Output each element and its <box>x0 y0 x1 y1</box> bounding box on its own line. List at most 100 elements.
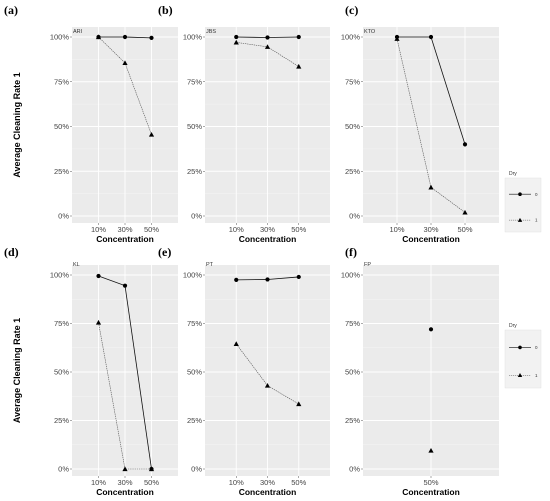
data-point-triangle <box>296 63 302 69</box>
y-tick-label: 25% <box>54 167 69 176</box>
x-tick-label: 50% <box>144 478 159 487</box>
legend-key-triangle <box>517 373 523 377</box>
y-tick-label: 25% <box>187 416 202 425</box>
legend-label: 0 <box>535 192 538 197</box>
series-line-1 <box>98 36 152 135</box>
x-tick-label: 50% <box>291 225 306 234</box>
y-tick-label: 50% <box>187 122 202 131</box>
y-tick-label: 50% <box>187 368 202 377</box>
y-tick-label: 100% <box>183 33 203 42</box>
legend-box <box>504 177 542 233</box>
y-tick-label: 0% <box>58 212 69 221</box>
data-point-circle <box>428 34 434 40</box>
facet-label: PT <box>206 262 214 268</box>
chart-panel-2: (b) 0% 25% 50% 75% 100% 10% 30% 50% JBS Concentrat… <box>158 3 330 244</box>
legend-box <box>504 329 542 389</box>
x-axis-label: Concentration <box>402 234 460 244</box>
x-tick-label: 10% <box>91 478 106 487</box>
data-point-triangle <box>148 131 155 137</box>
x-tick-label: 30% <box>423 225 438 234</box>
data-point-circle <box>265 277 270 282</box>
y-tick-label: 0% <box>191 465 202 474</box>
data-point-circle <box>462 142 468 147</box>
data-point-triangle <box>95 34 102 40</box>
data-point-triangle <box>428 447 434 453</box>
panel-letter: (a) <box>4 3 18 17</box>
data-point-circle <box>296 274 301 280</box>
legend: Dry 0 1 <box>504 323 542 389</box>
y-tick-label: 75% <box>345 319 360 328</box>
y-tick-label: 0% <box>349 212 360 221</box>
data-point-triangle <box>428 184 434 190</box>
y-tick-label: 75% <box>54 319 69 328</box>
legend-title: Dry <box>509 323 517 329</box>
data-point-circle <box>265 35 270 40</box>
x-tick-label: 50% <box>423 478 438 487</box>
y-tick-label: 100% <box>50 33 70 42</box>
panel-letter: (d) <box>4 245 19 259</box>
legend: Dry 0 1 <box>504 171 542 233</box>
legend-title: Dry <box>509 171 517 177</box>
y-tick-label: 75% <box>345 77 360 86</box>
data-point-triangle <box>296 401 302 407</box>
x-axis-label: Concentration <box>239 234 297 244</box>
x-tick-label: 30% <box>260 478 275 487</box>
y-tick-label: 25% <box>54 416 69 425</box>
x-axis-label: Concentration <box>402 487 460 497</box>
panel-letter: (c) <box>345 3 358 17</box>
y-tick-label: 75% <box>187 77 202 86</box>
legend-key-triangle <box>517 217 523 222</box>
y-tick-label: 25% <box>345 416 360 425</box>
data-point-triangle <box>394 36 400 41</box>
y-tick-label: 25% <box>187 167 202 176</box>
y-tick-label: 50% <box>54 368 69 377</box>
y-tick-label: 100% <box>50 271 70 280</box>
data-point-triangle <box>122 466 128 472</box>
x-tick-label: 30% <box>260 225 275 234</box>
x-tick-label: 50% <box>144 225 159 234</box>
data-point-circle <box>428 327 434 332</box>
facet-label: FP <box>364 262 371 268</box>
series-line-1 <box>98 322 152 470</box>
legend-key-circle <box>518 192 522 196</box>
data-point-circle <box>149 35 154 40</box>
facet-label: ARI <box>73 29 83 35</box>
chart-panel-5: (e) 0% 25% 50% 75% 100% 10% 30% 50% PT Concentrati… <box>158 245 330 497</box>
x-tick-label: 50% <box>291 478 306 487</box>
legend-label: 1 <box>535 373 538 378</box>
y-axis-label: Average Cleaning Rate 1 <box>12 72 22 177</box>
panel-letter: (b) <box>158 3 173 17</box>
panel-letter: (e) <box>158 245 171 259</box>
x-tick-label: 10% <box>91 225 106 234</box>
data-point-triangle <box>462 209 468 215</box>
y-tick-label: 100% <box>341 271 361 280</box>
panel-letter: (f) <box>345 245 357 259</box>
x-tick-label: 30% <box>117 225 132 234</box>
chart-panel-6: (f) 0% 25% 50% 75% 100% 50% FP Concentration Dry 0… <box>341 245 542 497</box>
chart-panel-3: (c) 0% 25% 50% 75% 100% 10% 30% 50% KTO Concentrat… <box>341 3 542 244</box>
y-tick-label: 50% <box>345 122 360 131</box>
x-tick-label: 10% <box>229 225 244 234</box>
y-tick-label: 75% <box>187 319 202 328</box>
legend-label: 1 <box>535 218 538 223</box>
data-point-triangle <box>264 44 271 49</box>
facet-label: JBS <box>206 29 216 35</box>
chart-panel-4: (d) 0% 25% 50% 75% 100% 10% 30% 50% KL Concentrati… <box>4 245 178 497</box>
x-axis-label: Concentration <box>96 234 154 244</box>
legend-key-circle <box>518 345 522 350</box>
data-point-triangle <box>122 60 128 66</box>
data-point-triangle <box>233 341 239 346</box>
data-point-triangle <box>95 319 102 325</box>
data-point-circle <box>234 277 239 282</box>
y-tick-label: 50% <box>345 368 360 377</box>
y-tick-label: 0% <box>349 465 360 474</box>
y-tick-label: 50% <box>54 122 69 131</box>
x-tick-label: 10% <box>389 225 404 234</box>
data-point-triangle <box>233 39 239 45</box>
x-tick-label: 10% <box>229 478 244 487</box>
data-point-circle <box>122 34 128 40</box>
y-axis-label: Average Cleaning Rate 1 <box>12 318 22 423</box>
y-tick-label: 100% <box>341 33 361 42</box>
data-point-triangle <box>264 382 271 388</box>
